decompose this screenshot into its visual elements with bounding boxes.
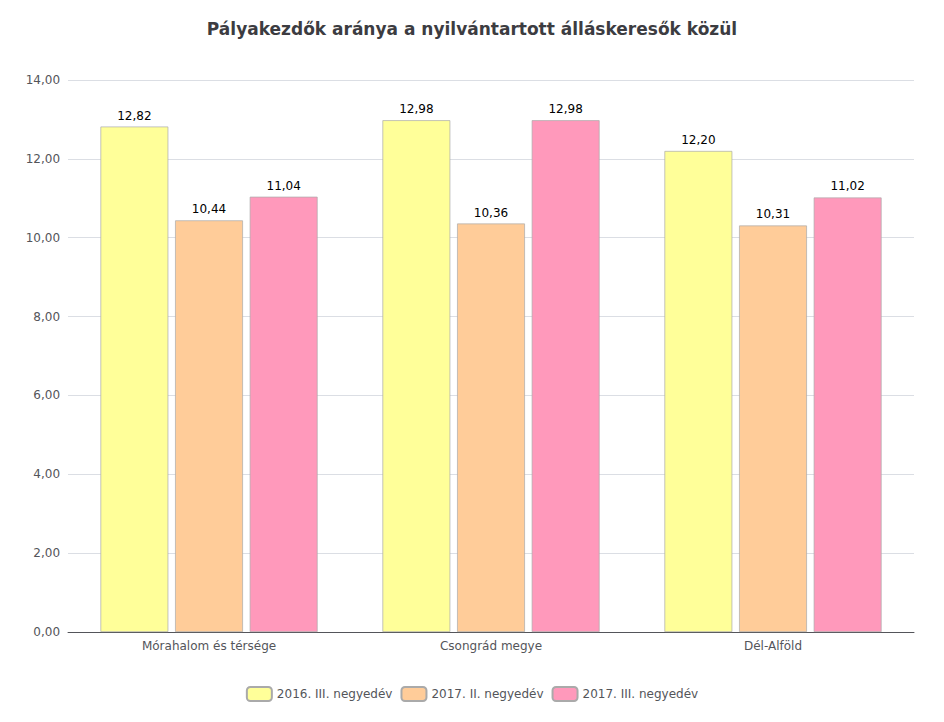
svg-text:Mórahalom és térsége: Mórahalom és térsége [142, 639, 276, 653]
svg-text:2017. II. negyedév: 2017. II. negyedév [431, 687, 543, 701]
svg-text:Csongrád megye: Csongrád megye [440, 639, 542, 653]
svg-text:2,00: 2,00 [33, 546, 60, 560]
svg-text:8,00: 8,00 [33, 310, 60, 324]
svg-text:Dél-Alföld: Dél-Alföld [744, 639, 802, 653]
svg-text:6,00: 6,00 [33, 388, 60, 402]
svg-text:12,00: 12,00 [26, 152, 60, 166]
svg-text:12,98: 12,98 [399, 102, 433, 116]
svg-text:12,98: 12,98 [548, 102, 582, 116]
svg-text:12,82: 12,82 [117, 109, 151, 123]
svg-text:10,36: 10,36 [474, 206, 508, 220]
svg-text:Pályakezdők aránya a nyilvánta: Pályakezdők aránya a nyilvántartott állá… [207, 19, 737, 39]
svg-text:2017. III. negyedév: 2017. III. negyedév [583, 687, 699, 701]
svg-text:14,00: 14,00 [26, 73, 60, 87]
svg-text:11,04: 11,04 [266, 179, 300, 193]
svg-text:11,02: 11,02 [830, 179, 864, 193]
svg-text:0,00: 0,00 [33, 625, 60, 639]
svg-text:10,44: 10,44 [192, 202, 226, 216]
svg-text:10,31: 10,31 [756, 207, 790, 221]
svg-text:12,20: 12,20 [681, 133, 715, 147]
svg-text:2016. III. negyedév: 2016. III. negyedév [277, 687, 393, 701]
svg-text:4,00: 4,00 [33, 467, 60, 481]
svg-text:10,00: 10,00 [26, 231, 60, 245]
